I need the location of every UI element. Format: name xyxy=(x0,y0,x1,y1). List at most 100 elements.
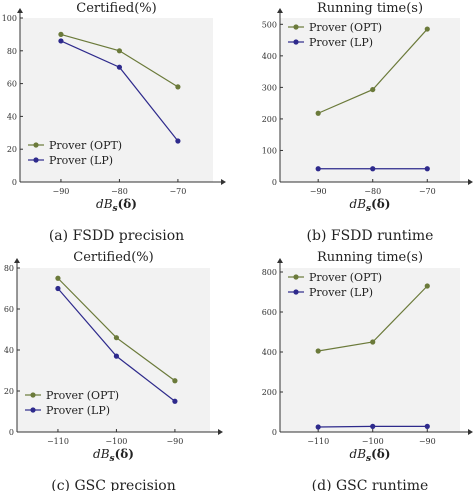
legend-entry-lp: Prover (LP) xyxy=(288,36,373,49)
y-tick-label: 80 xyxy=(7,47,17,56)
y-tick-label: 800 xyxy=(262,268,277,277)
y-tick-label: 40 xyxy=(4,346,14,355)
x-axis-label: dBs(δ) xyxy=(93,447,134,464)
y-tick-label: 200 xyxy=(262,115,277,124)
legend-swatch-marker xyxy=(33,157,39,163)
x-tick-label: −80 xyxy=(364,187,381,196)
y-tick-label: 0 xyxy=(12,178,17,187)
legend-swatch-marker xyxy=(293,24,299,30)
data-point-opt xyxy=(172,378,178,384)
legend-label: Prover (LP) xyxy=(46,404,110,417)
x-axis-label: dBs(δ) xyxy=(350,197,391,214)
plot-area xyxy=(20,18,213,182)
x-axis-label: dBs(δ) xyxy=(96,197,137,214)
x-tick-label: −110 xyxy=(47,437,69,446)
legend-label: Prover (LP) xyxy=(309,286,373,299)
data-point-lp xyxy=(113,353,120,359)
legend-label: Prover (OPT) xyxy=(309,271,382,284)
legend-label: Prover (OPT) xyxy=(49,139,122,152)
data-point-lp xyxy=(370,166,376,172)
legend-entry-lp: Prover (LP) xyxy=(25,404,110,417)
legend-swatch-marker xyxy=(33,142,39,148)
data-point-lp xyxy=(315,424,321,430)
x-tick-label: −80 xyxy=(111,187,128,196)
panel-caption: (c) GSC precision xyxy=(51,478,176,491)
y-axis-arrow xyxy=(277,258,283,263)
data-point-lp xyxy=(58,38,64,44)
plot-area xyxy=(280,268,460,432)
y-tick-label: 600 xyxy=(262,308,277,317)
legend-label: Prover (OPT) xyxy=(309,21,382,34)
data-point-opt xyxy=(113,335,120,341)
y-axis-arrow xyxy=(277,8,283,13)
plot-area xyxy=(17,268,210,432)
data-point-opt xyxy=(424,26,430,32)
chart-title: Certified(%) xyxy=(73,250,153,265)
y-tick-label: 60 xyxy=(4,305,14,314)
legend-label: Prover (LP) xyxy=(49,154,113,167)
legend-swatch-marker xyxy=(293,289,299,295)
x-axis-label-main: dB xyxy=(350,197,367,211)
panel-caption: (a) FSDD precision xyxy=(49,228,184,244)
legend-swatch-marker xyxy=(293,274,299,280)
x-axis-label-arg: (δ) xyxy=(115,447,134,461)
data-point-opt xyxy=(370,86,376,93)
legend-entry-lp: Prover (LP) xyxy=(28,154,113,167)
y-tick-label: 0 xyxy=(272,178,277,187)
data-point-opt xyxy=(424,283,430,289)
x-axis-label-arg: (δ) xyxy=(118,197,137,211)
data-point-opt xyxy=(315,110,321,116)
x-axis-label-sub: s xyxy=(366,454,371,464)
y-axis-arrow xyxy=(14,258,20,263)
chart-title: Running time(s) xyxy=(317,250,423,265)
legend-swatch-marker xyxy=(293,39,299,45)
chart-panel-b: 0 100 200 300 400 500 −90 −80 −70 Running time(s)… xyxy=(262,1,473,244)
y-tick-label: 0 xyxy=(9,428,14,437)
x-tick-label: −100 xyxy=(105,437,127,446)
x-axis-label-sub: s xyxy=(110,454,115,464)
data-point-lp xyxy=(175,138,181,144)
data-point-opt xyxy=(175,84,181,90)
data-point-lp xyxy=(424,423,430,429)
x-tick-label: −110 xyxy=(307,437,329,446)
legend-swatch-marker xyxy=(30,407,36,413)
legend-entry-opt: Prover (OPT) xyxy=(288,271,382,284)
x-axis-label-sub: s xyxy=(366,204,371,214)
data-point-lp xyxy=(116,64,123,70)
x-axis-label-sub: s xyxy=(113,204,118,214)
y-tick-label: 500 xyxy=(262,20,277,29)
legend-entry-opt: Prover (OPT) xyxy=(25,389,119,402)
plot-area xyxy=(280,18,460,182)
y-tick-label: 100 xyxy=(262,146,277,155)
x-tick-label: −70 xyxy=(419,187,436,196)
x-tick-label: −90 xyxy=(310,187,327,196)
x-axis-arrow xyxy=(468,429,473,435)
y-tick-label: 400 xyxy=(262,52,277,61)
y-axis-arrow xyxy=(17,8,23,13)
x-axis-label-main: dB xyxy=(93,447,110,461)
y-tick-label: 400 xyxy=(262,348,277,357)
legend-entry-lp: Prover (LP) xyxy=(288,286,373,299)
legend-label: Prover (OPT) xyxy=(46,389,119,402)
panel-caption: (b) FSDD runtime xyxy=(307,228,434,244)
x-tick-label: −90 xyxy=(52,187,69,196)
chart-title: Running time(s) xyxy=(317,1,423,16)
data-point-opt xyxy=(370,339,376,345)
legend-label: Prover (LP) xyxy=(309,36,373,49)
x-axis-label-main: dB xyxy=(350,447,367,461)
data-point-opt xyxy=(55,275,61,281)
legend-swatch-marker xyxy=(30,392,36,398)
x-axis-arrow xyxy=(218,429,223,435)
data-point-opt xyxy=(116,48,123,54)
data-point-lp xyxy=(315,166,321,172)
y-tick-label: 0 xyxy=(272,428,277,437)
chart-panel-c: 0 20 40 60 80 −110 −100 −90 Certified(%) dBs(δ) (c… xyxy=(4,250,223,491)
chart-title: Certified(%) xyxy=(76,1,156,16)
y-tick-label: 20 xyxy=(7,145,17,154)
chart-panel-d: 0 200 400 600 800 −110 −100 −90 Running time(s) d… xyxy=(262,250,473,491)
x-axis-label-arg: (δ) xyxy=(371,447,390,461)
y-tick-label: 60 xyxy=(7,80,17,89)
data-point-lp xyxy=(172,398,178,404)
x-tick-label: −70 xyxy=(169,187,186,196)
